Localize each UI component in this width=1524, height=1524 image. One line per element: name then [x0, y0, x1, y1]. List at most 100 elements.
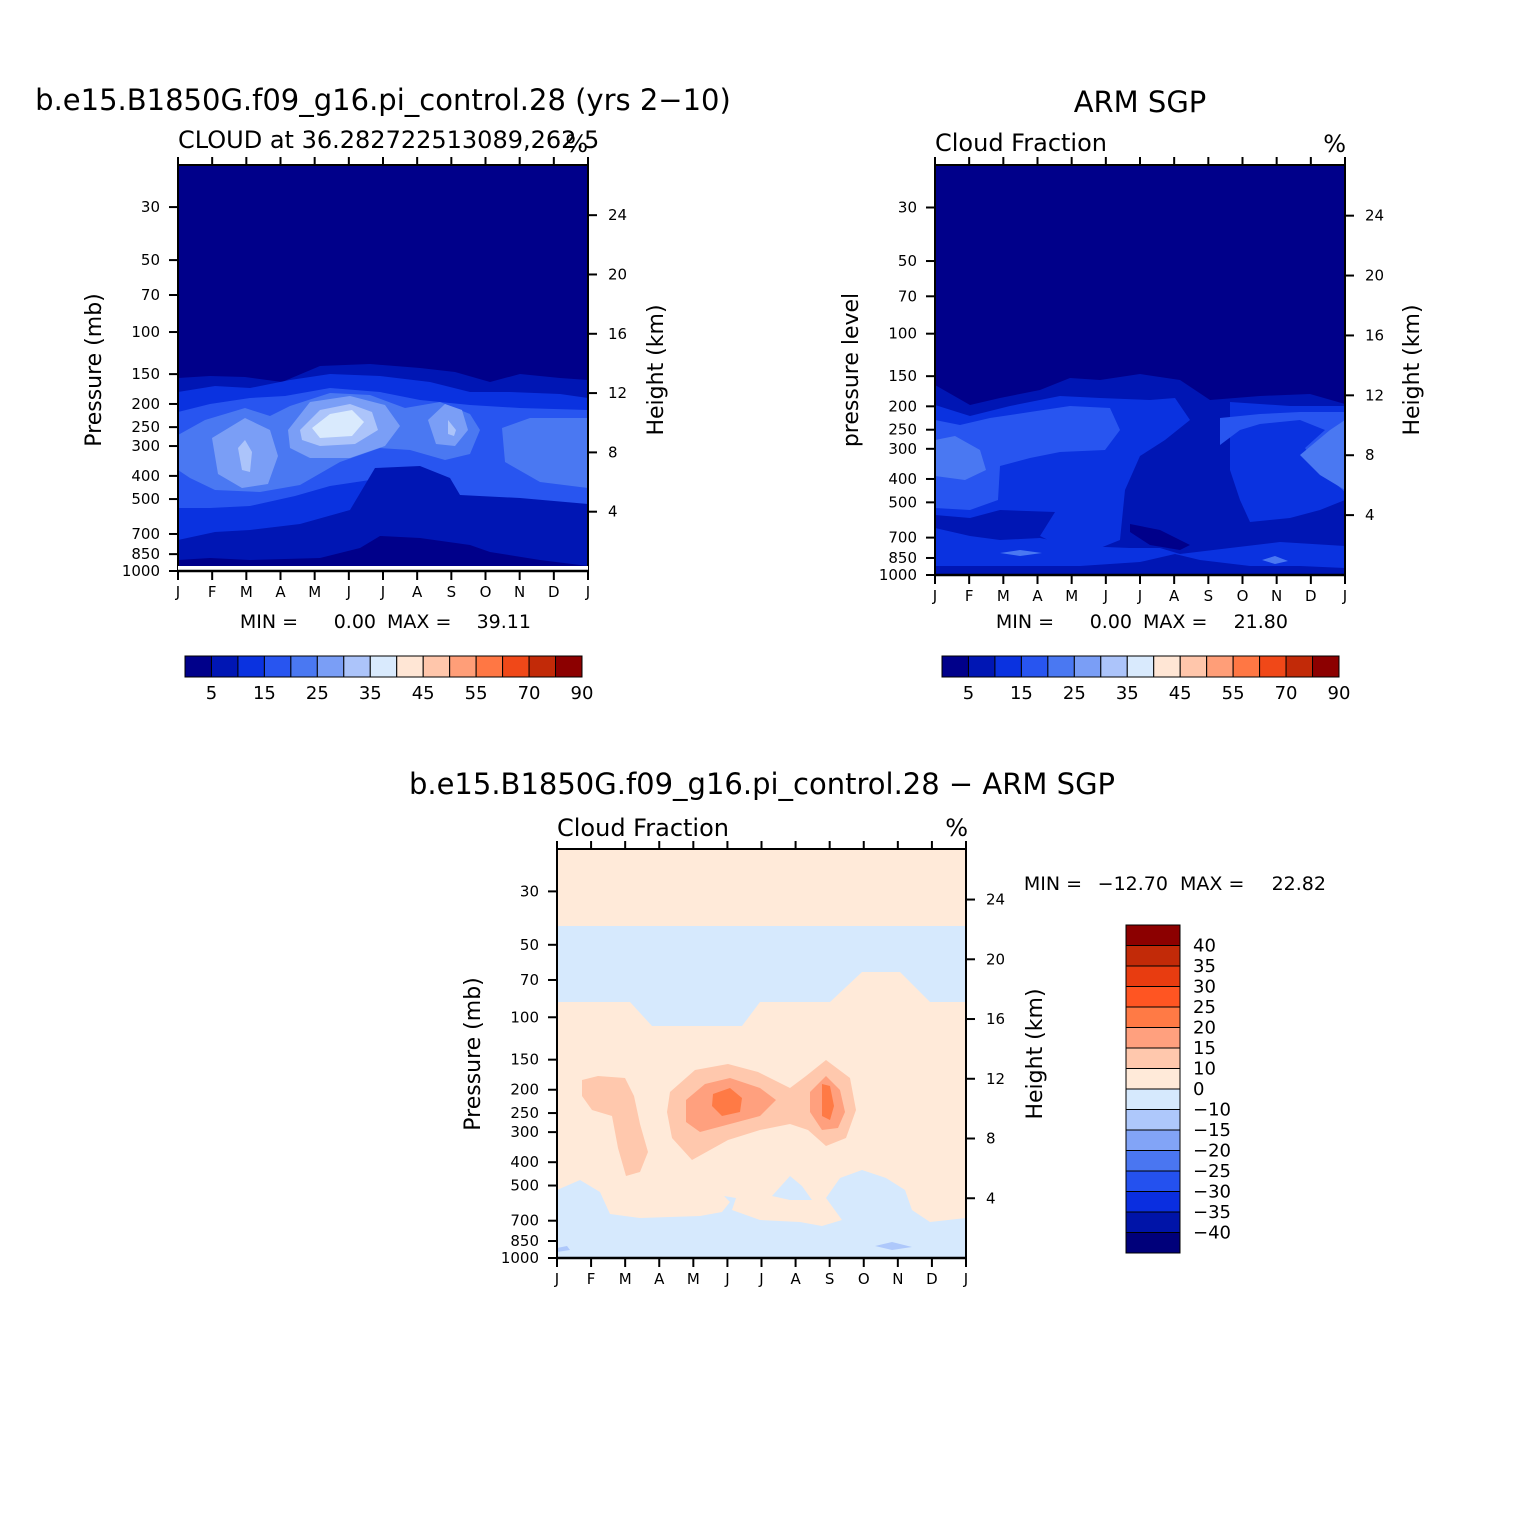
- panel3-min-value: −12.70: [1098, 873, 1168, 895]
- panel2-min-label: MIN =: [996, 611, 1054, 633]
- xtick-label: M: [997, 587, 1010, 605]
- ytick-label: 150: [510, 1051, 539, 1069]
- xtick-label: A: [275, 583, 286, 601]
- panel3-min-label: MIN =: [1024, 873, 1082, 895]
- y2tick-label: 4: [1365, 506, 1375, 524]
- colorbar-label: 15: [1010, 683, 1033, 704]
- panel1-title: b.e15.B1850G.f09_g16.pi_control.28 (yrs …: [35, 83, 731, 117]
- xtick-label: O: [858, 1270, 870, 1288]
- ytick-label: 30: [520, 882, 539, 900]
- y2tick-label: 12: [1365, 386, 1384, 404]
- colorbar-label: 30: [1193, 977, 1216, 998]
- panel2-band-lower-20-25: [1000, 550, 1288, 564]
- ytick-label: 30: [898, 198, 917, 216]
- colorbar-label: 20: [1193, 1018, 1216, 1039]
- xtick-label: J: [724, 1270, 729, 1288]
- y2tick-label: 24: [1365, 207, 1384, 225]
- ytick-label: 850: [510, 1232, 539, 1250]
- xtick-label: M: [1065, 587, 1078, 605]
- colorbar-box: [1125, 1191, 1181, 1213]
- panel1-band-lower-5-10: [178, 466, 588, 571]
- panel2-band-lower-5-10: [935, 554, 1345, 575]
- xtick-label: F: [587, 1270, 596, 1288]
- colorbar-box: [1125, 1129, 1181, 1151]
- colorbar-label: 35: [1193, 956, 1216, 977]
- colorbar-label: 90: [571, 683, 594, 704]
- colorbar-box: [1125, 1027, 1181, 1049]
- xtick-label: S: [447, 583, 457, 601]
- panel2-colorbar: 5 15 25 35 45 55 70 90: [941, 655, 1350, 704]
- xtick-label: N: [892, 1270, 903, 1288]
- xtick-label: N: [1271, 587, 1282, 605]
- colorbar-box: [1126, 655, 1155, 678]
- colorbar-label: 25: [1063, 683, 1086, 704]
- colorbar-label: −30: [1193, 1182, 1231, 1203]
- colorbar-label: 55: [1222, 683, 1245, 704]
- colorbar-box: [502, 655, 530, 678]
- panel-model: b.e15.B1850G.f09_g16.pi_control.28 (yrs …: [35, 83, 731, 704]
- panel3-band-upper-neg: [557, 926, 966, 1026]
- panel3-max-value: 22.82: [1272, 873, 1326, 895]
- colorbar-box: [1179, 655, 1208, 678]
- ytick-label: 500: [510, 1177, 539, 1195]
- panel3-y2label: Height (km): [1023, 988, 1048, 1119]
- colorbar-label: 25: [1193, 997, 1216, 1018]
- ytick-label: 250: [888, 421, 917, 439]
- colorbar-label: −20: [1193, 1141, 1231, 1162]
- colorbar-box: [1100, 655, 1128, 678]
- panel3-band-20-25: [712, 1084, 834, 1120]
- ytick-label: 400: [510, 1153, 539, 1171]
- xtick-label: J: [175, 583, 180, 601]
- xtick-label: M: [308, 583, 321, 601]
- xtick-label: J: [1137, 587, 1142, 605]
- xtick-label: S: [825, 1270, 835, 1288]
- xtick-label: J: [1342, 587, 1347, 605]
- panel2-y2ticks: 24 20 16 12 8 4: [1345, 207, 1384, 524]
- xtick-label: D: [926, 1270, 938, 1288]
- xtick-label: F: [965, 587, 974, 605]
- xtick-label: A: [412, 583, 423, 601]
- colorbar-box: [316, 655, 345, 678]
- ytick-label: 100: [888, 325, 917, 343]
- colorbar-box: [343, 655, 371, 678]
- y2tick-label: 24: [986, 891, 1005, 909]
- colorbar-label: −15: [1193, 1120, 1231, 1141]
- panel3-max-label: MAX =: [1180, 873, 1244, 895]
- ytick-label: 300: [888, 440, 917, 458]
- colorbar-box: [1259, 655, 1287, 678]
- ytick-label: 150: [888, 367, 917, 385]
- panel2-ylabel: pressure level: [839, 293, 864, 447]
- panel3-units: %: [945, 814, 968, 842]
- ytick-label: 70: [520, 971, 539, 989]
- ytick-label: 30: [141, 198, 160, 216]
- xtick-label: O: [1237, 587, 1249, 605]
- panel2-max-value: 21.80: [1234, 611, 1288, 633]
- ytick-label: 50: [898, 252, 917, 270]
- panel1-colorbar: 5 15 25 35 45 55 70 90: [184, 655, 594, 704]
- ytick-label: 200: [888, 397, 917, 415]
- colorbar-box: [1125, 945, 1181, 967]
- ytick-label: 70: [898, 287, 917, 305]
- ytick-label: 850: [888, 549, 917, 567]
- y2tick-label: 16: [1365, 326, 1384, 344]
- xtick-label: F: [208, 583, 217, 601]
- colorbar-label: 55: [465, 683, 488, 704]
- colorbar-label: −25: [1193, 1161, 1231, 1182]
- panel1-y2ticks: 24 20 16 12 8 4: [588, 206, 627, 521]
- colorbar-label: 35: [1116, 683, 1139, 704]
- y2tick-label: 8: [986, 1130, 996, 1148]
- panel2-band-lower-0-5a: [1130, 524, 1190, 550]
- xtick-label: J: [346, 583, 351, 601]
- colorbar-label: 25: [306, 683, 329, 704]
- colorbar-box: [555, 655, 583, 678]
- colorbar-box: [396, 655, 424, 678]
- xtick-label: J: [758, 1270, 763, 1288]
- xtick-label: A: [1032, 587, 1043, 605]
- xtick-label: M: [240, 583, 253, 601]
- ytick-label: 1000: [879, 566, 917, 584]
- xtick-label: M: [619, 1270, 632, 1288]
- colorbar-box: [1125, 1109, 1181, 1131]
- panel2-contour-field: [935, 165, 1345, 575]
- panel1-band-lower-0-5: [178, 536, 588, 571]
